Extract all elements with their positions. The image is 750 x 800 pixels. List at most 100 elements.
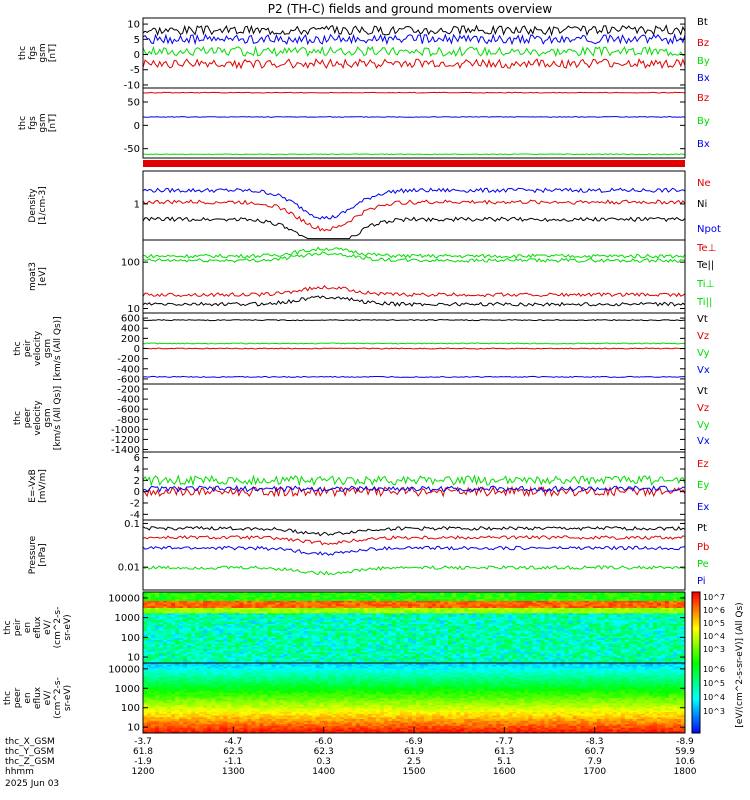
- heatmap-cell: [440, 616, 445, 620]
- heatmap-cell: [235, 636, 240, 639]
- heatmap-cell: [608, 620, 614, 623]
- heatmap-cell: [492, 611, 497, 614]
- heatmap-cell: [371, 650, 377, 653]
- heatmap-cell: [359, 627, 365, 630]
- heatmap-cell: [420, 616, 425, 620]
- heatmap-cell: [456, 616, 461, 620]
- heatmap-cell: [147, 631, 152, 634]
- heatmap-cell: [291, 629, 296, 632]
- heatmap-cell: [644, 627, 650, 630]
- heatmap-cell: [464, 592, 469, 595]
- heatmap-cell: [323, 615, 329, 618]
- heatmap-cell: [271, 650, 276, 653]
- heatmap-cell: [620, 648, 626, 651]
- heatmap-cell: [636, 634, 642, 637]
- heatmap-cell: [395, 639, 401, 643]
- heatmap-cell: [147, 620, 152, 623]
- heatmap-cell: [335, 639, 341, 643]
- heatmap-cell: [335, 631, 341, 634]
- heatmap-cell: [219, 613, 224, 616]
- heatmap-cell: [452, 632, 457, 635]
- heatmap-cell: [179, 639, 184, 643]
- heatmap-cell: [416, 625, 421, 628]
- heatmap-cell: [183, 641, 188, 644]
- heatmap-cell: [383, 613, 389, 616]
- heatmap-cell: [379, 639, 385, 643]
- heatmap-cell: [476, 648, 481, 651]
- heatmap-cell: [604, 652, 610, 655]
- heatmap-cell: [620, 650, 626, 653]
- heatmap-cell: [476, 650, 481, 653]
- heatmap-cell: [580, 634, 585, 637]
- heatmap-cell: [580, 602, 585, 605]
- heatmap-cell: [399, 650, 405, 653]
- heatmap-cell: [636, 608, 642, 611]
- heatmap-cell: [347, 639, 353, 643]
- heatmap-cell: [151, 615, 156, 618]
- heatmap-cell: [227, 641, 232, 644]
- heatmap-cell: [452, 608, 457, 611]
- heatmap-cell: [191, 650, 196, 653]
- heatmap-cell: [179, 634, 184, 637]
- heatmap-cell: [548, 648, 553, 651]
- heatmap-cell: [412, 631, 417, 634]
- heatmap-cell: [556, 636, 561, 639]
- heatmap-cell: [564, 624, 569, 627]
- heatmap-cell: [472, 652, 477, 655]
- heatmap-cell: [291, 599, 296, 602]
- heatmap-cell: [560, 624, 565, 627]
- heatmap-cell: [383, 606, 389, 609]
- heatmap-cell: [656, 599, 662, 602]
- heatmap-cell: [436, 599, 441, 602]
- heatmap-cell: [404, 599, 409, 602]
- heatmap-cell: [476, 627, 481, 630]
- heatmap-cell: [604, 600, 610, 604]
- heatmap-cell: [327, 624, 333, 627]
- heatmap-cell: [681, 643, 686, 646]
- heatmap-cell: [359, 593, 365, 596]
- heatmap-cell: [508, 620, 513, 623]
- heatmap-cell: [355, 636, 361, 639]
- heatmap-cell: [187, 620, 192, 623]
- heatmap-cell: [552, 618, 557, 621]
- heatmap-cell: [504, 622, 509, 625]
- heatmap-cell: [207, 648, 212, 651]
- heatmap-cell: [564, 593, 569, 596]
- heatmap-cell: [548, 597, 553, 600]
- heatmap-cell: [536, 624, 541, 627]
- heatmap-cell: [343, 627, 349, 630]
- heatmap-cell: [596, 616, 602, 620]
- heatmap-cell: [440, 652, 445, 655]
- heatmap-cell: [584, 616, 589, 620]
- heatmap-cell: [668, 641, 674, 644]
- heatmap-cell: [279, 624, 284, 627]
- heatmap-cell: [524, 592, 529, 595]
- heatmap-cell: [548, 622, 553, 625]
- heatmap-cell: [644, 645, 650, 648]
- heatmap-cell: [664, 625, 670, 628]
- heatmap-cell: [488, 600, 493, 604]
- heatmap-cell: [383, 604, 389, 607]
- heatmap-cell: [532, 650, 537, 653]
- heatmap-cell: [652, 592, 658, 595]
- heatmap-cell: [151, 624, 156, 627]
- heatmap-cell: [548, 606, 553, 609]
- heatmap-cell: [259, 624, 264, 627]
- heatmap-cell: [363, 593, 369, 596]
- heatmap-cell: [151, 593, 156, 596]
- heatmap-cell: [323, 629, 329, 632]
- heatmap-cell: [580, 611, 585, 614]
- heatmap-cell: [612, 647, 618, 650]
- heatmap-cell: [456, 648, 461, 651]
- heatmap-cell: [311, 627, 316, 630]
- heatmap-cell: [191, 647, 196, 650]
- heatmap-cell: [343, 602, 349, 605]
- heatmap-cell: [327, 593, 333, 596]
- heatmap-cell: [319, 609, 325, 612]
- heatmap-cell: [540, 597, 545, 600]
- heatmap-cell: [500, 595, 505, 598]
- heatmap-cell: [464, 616, 469, 620]
- heatmap-cell: [391, 622, 397, 625]
- heatmap-cell: [283, 634, 288, 637]
- heatmap-cell: [239, 620, 244, 623]
